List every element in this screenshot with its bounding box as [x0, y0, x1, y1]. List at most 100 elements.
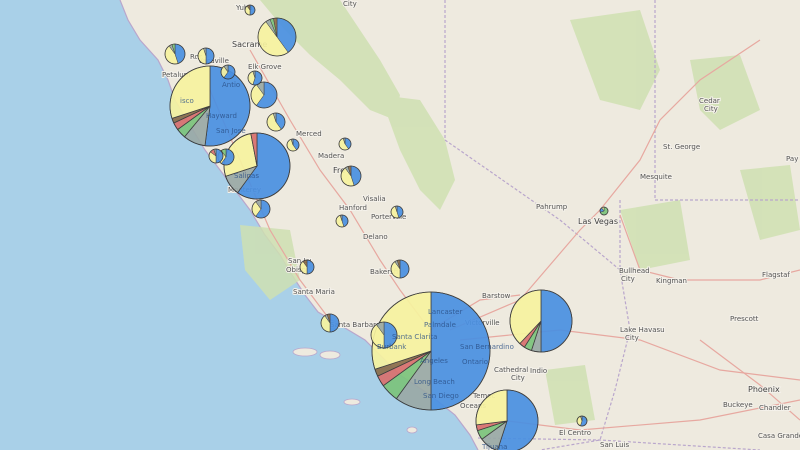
- pie-marker-petaluma[interactable]: [220, 64, 236, 80]
- place-label: Cedar: [699, 97, 720, 105]
- pie-outline: [169, 65, 251, 147]
- place-label: City: [511, 374, 525, 382]
- pie-outline: [208, 148, 224, 164]
- pie-marker-san-diego[interactable]: [475, 389, 539, 450]
- highway: [449, 39, 761, 331]
- park-area: [620, 200, 690, 270]
- place-label: Indio: [530, 367, 547, 375]
- pie-marker-merced[interactable]: [286, 138, 300, 152]
- highway: [619, 214, 800, 281]
- island: [319, 350, 341, 360]
- place-label: Bakersfi: [370, 268, 398, 276]
- place-label: San Luis: [600, 441, 630, 449]
- pie-marker-elk-grove[interactable]: [247, 70, 263, 86]
- pie-outline: [197, 47, 215, 65]
- pie-marker-antioch[interactable]: [250, 81, 278, 109]
- place-label: Mesquite: [640, 173, 672, 181]
- pie-outline: [371, 291, 491, 411]
- pie-marker-el-centro[interactable]: [576, 415, 588, 427]
- place-label: Visalia: [363, 195, 386, 203]
- pie-outline: [164, 43, 186, 65]
- pie-outline: [299, 259, 315, 275]
- pie-marker-santa-cruz[interactable]: [208, 148, 224, 164]
- place-label: City: [621, 275, 635, 283]
- place-label: Hanford: [339, 204, 367, 212]
- place-label: Obisp: [286, 266, 307, 274]
- pie-marker-victorville[interactable]: [509, 289, 573, 353]
- pie-marker-vacaville[interactable]: [197, 47, 215, 65]
- pie-outline: [599, 206, 609, 216]
- pie-outline: [338, 137, 352, 151]
- pie-marker-fresno[interactable]: [340, 165, 362, 187]
- place-label: Phoenix: [748, 385, 780, 394]
- highway: [249, 49, 431, 331]
- pie-outline: [247, 70, 263, 86]
- place-label: Merced: [296, 130, 322, 138]
- place-label: Antio: [222, 81, 240, 89]
- place-label: San Jose: [216, 127, 246, 135]
- place-label: Sacrame: [232, 40, 267, 49]
- place-label: Ros: [190, 53, 203, 61]
- pie-marker-tracy[interactable]: [266, 112, 286, 132]
- place-label: Flagstaf: [762, 271, 790, 279]
- pie-outline: [576, 415, 588, 427]
- place-label: Fre: [333, 166, 345, 175]
- pie-marker-san-jose[interactable]: [223, 132, 291, 200]
- pie-marker-salinas-south[interactable]: [251, 199, 271, 219]
- pie-marker-santa-barbara[interactable]: [320, 313, 340, 333]
- place-label: Temec: [472, 392, 496, 400]
- channel-islands: [292, 347, 418, 434]
- place-label: Barstow: [482, 292, 511, 300]
- place-label: Casa Grande: [758, 432, 800, 440]
- park-area: [545, 365, 595, 425]
- pie-outline: [220, 64, 236, 80]
- pie-outline: [475, 389, 539, 450]
- place-label: San Lu: [288, 257, 312, 265]
- place-label: Porterville: [371, 213, 406, 221]
- pie-outline: [370, 321, 398, 349]
- park-area: [570, 10, 660, 110]
- pie-outline: [509, 289, 573, 353]
- place-label: Cathedral: [494, 366, 528, 374]
- place-label: Prescott: [730, 315, 759, 323]
- island: [292, 347, 318, 357]
- place-label: Las Vegas: [578, 217, 618, 226]
- pie-marker-sacramento[interactable]: [257, 17, 297, 57]
- place-label: Santa Barbara: [330, 321, 380, 329]
- place-label: isco: [180, 97, 194, 105]
- island: [343, 398, 361, 406]
- pie-outline: [244, 4, 256, 16]
- pie-marker-hanford[interactable]: [335, 214, 349, 228]
- place-label: Buckeye: [723, 401, 753, 409]
- pie-marker-san-luis-obispo[interactable]: [299, 259, 315, 275]
- pie-marker-santa-rosa[interactable]: [164, 43, 186, 65]
- border-ut-az: [654, 0, 800, 201]
- place-label: St. George: [663, 143, 700, 151]
- pie-marker-madera[interactable]: [338, 137, 352, 151]
- place-label: Palmdale: [424, 321, 456, 329]
- pie-marker-ventura[interactable]: [370, 321, 398, 349]
- pie-marker-bakersfield[interactable]: [390, 259, 410, 279]
- park-area: [690, 55, 760, 130]
- place-label: Petalum: [162, 71, 191, 79]
- pie-outline: [257, 17, 297, 57]
- place-label: Bullhead: [619, 267, 650, 275]
- place-label: San Bernardino: [460, 343, 514, 351]
- place-label: Yuba: [235, 4, 253, 12]
- on-pie-labels: isco Antio Hayward San Jose Salinas Lancaster…: [180, 81, 514, 450]
- pie-outline: [223, 132, 291, 200]
- pie-marker-las-vegas[interactable]: [599, 206, 609, 216]
- pie-marker-los-angeles[interactable]: [371, 291, 491, 411]
- place-label: Delano: [363, 233, 388, 241]
- pie-marker-san-francisco[interactable]: [169, 65, 251, 147]
- pie-marker-yuba[interactable]: [244, 4, 256, 16]
- place-label: Madera: [318, 152, 344, 160]
- pie-marker-porterville[interactable]: [390, 205, 404, 219]
- place-label: Elk Grove: [248, 63, 282, 71]
- pie-markers[interactable]: [164, 4, 609, 450]
- place-label: Pahrump: [536, 203, 568, 211]
- ocean-layer: [0, 0, 478, 450]
